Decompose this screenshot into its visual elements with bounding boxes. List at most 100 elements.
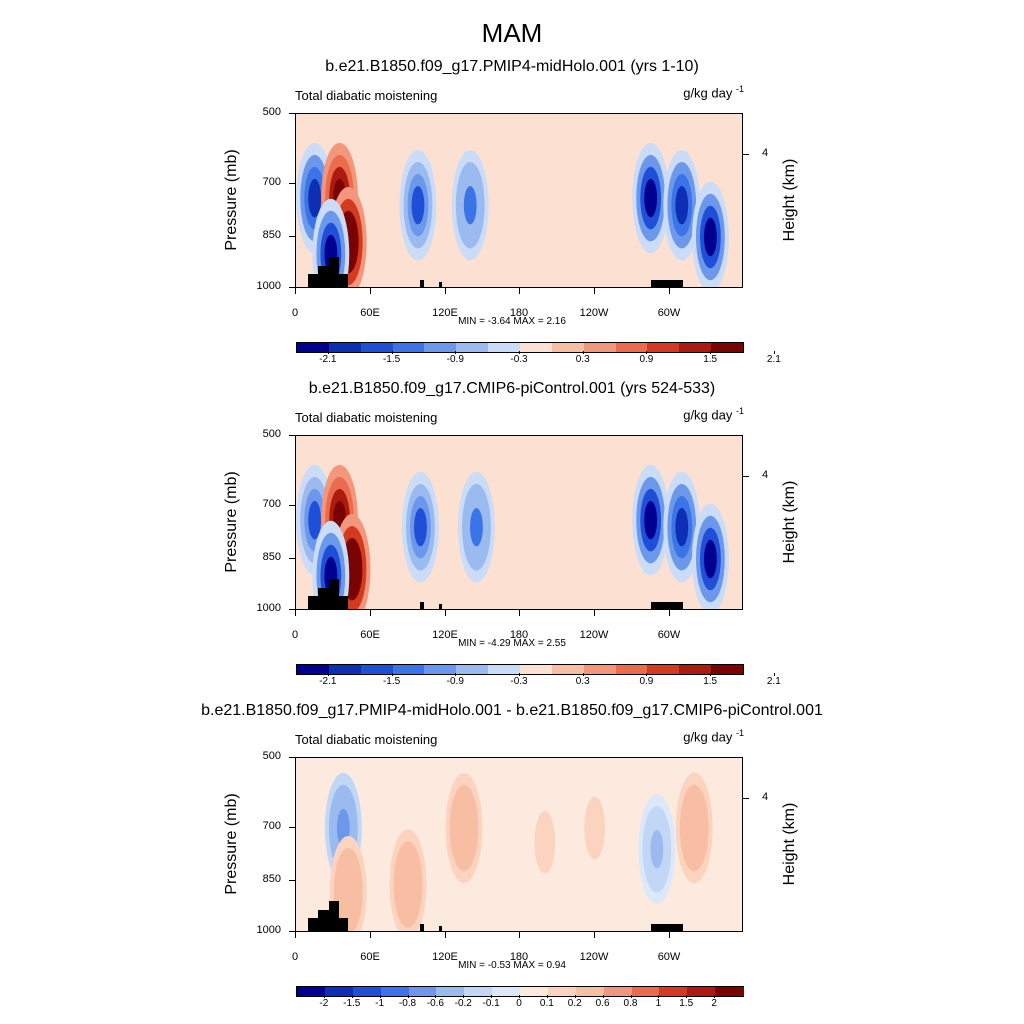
x-tick-mark bbox=[445, 288, 446, 294]
y-tick-label: 850 bbox=[262, 229, 281, 241]
colorbar-tick bbox=[519, 673, 520, 676]
units-exponent: -1 bbox=[735, 728, 744, 738]
topography-mask bbox=[651, 280, 683, 287]
y-tick-mark bbox=[289, 931, 295, 932]
y-tick-mark bbox=[289, 435, 295, 436]
figure-title: MAM bbox=[481, 18, 543, 48]
y-tick-mark bbox=[289, 113, 295, 114]
colorbar-tick bbox=[327, 673, 329, 676]
y-tick-label: 850 bbox=[262, 873, 281, 885]
topography-mask bbox=[651, 924, 683, 931]
colorbar-tick bbox=[407, 995, 409, 998]
field-blob bbox=[704, 539, 717, 579]
field-blob bbox=[463, 186, 477, 225]
colorbar-label: -2.1 bbox=[319, 676, 337, 687]
x-tick-mark bbox=[295, 288, 296, 294]
colorbar-segment bbox=[687, 987, 716, 996]
y-axis-label: Pressure (mb) bbox=[223, 471, 240, 573]
colorbar-tick bbox=[574, 995, 576, 998]
colorbar-tick bbox=[455, 351, 457, 354]
colorbar-segment bbox=[520, 343, 553, 352]
colorbar-label: 2.1 bbox=[766, 676, 781, 687]
colorbar-label: 2.1 bbox=[766, 354, 781, 365]
contour-field bbox=[296, 436, 742, 609]
units-label: g/kg day -1 bbox=[683, 728, 744, 745]
field-blob bbox=[675, 186, 689, 225]
x-tick-mark bbox=[519, 610, 520, 616]
x-tick-label: 60E bbox=[360, 951, 380, 963]
field-blob bbox=[457, 808, 471, 848]
y-axis-label: Pressure (mb) bbox=[223, 149, 240, 251]
colorbar-tick bbox=[351, 995, 353, 998]
colorbar-tick bbox=[391, 673, 393, 676]
variable-label: Total diabatic moistening bbox=[295, 410, 438, 425]
x-tick-label: 180 bbox=[509, 307, 529, 319]
height-tick-mark bbox=[743, 798, 749, 799]
colorbar-tick bbox=[602, 995, 604, 998]
x-tick-label: 60E bbox=[360, 629, 380, 641]
colorbar-segment bbox=[297, 665, 330, 674]
colorbar bbox=[296, 986, 744, 997]
colorbar-tick bbox=[391, 351, 393, 354]
x-tick-label: 60W bbox=[657, 951, 681, 963]
height-axis-label: Height (km) bbox=[781, 158, 798, 242]
x-tick-mark bbox=[295, 932, 296, 938]
field-blob bbox=[650, 830, 664, 869]
contour-plot bbox=[295, 757, 743, 932]
colorbar-segment bbox=[679, 665, 712, 674]
colorbar-segment bbox=[715, 987, 744, 996]
colorbar bbox=[296, 664, 744, 675]
y-tick-label: 700 bbox=[262, 176, 281, 188]
field-blob bbox=[341, 872, 355, 911]
y-tick-mark bbox=[289, 757, 295, 758]
y-tick-label: 500 bbox=[262, 750, 281, 762]
contour-plot bbox=[295, 435, 743, 610]
panel-title: b.e21.B1850.f09_g17.PMIP4-midHolo.001 (y… bbox=[325, 58, 699, 75]
colorbar-segment bbox=[328, 665, 362, 674]
topography-mask bbox=[329, 901, 339, 931]
x-tick-label: 60E bbox=[360, 307, 380, 319]
colorbar-label: 1 bbox=[655, 998, 662, 1009]
colorbar-segment bbox=[647, 343, 680, 352]
colorbar-segment bbox=[408, 987, 437, 996]
panel-title: b.e21.B1850.f09_g17.CMIP6-piControl.001 … bbox=[308, 380, 716, 397]
colorbar-tick bbox=[379, 995, 381, 998]
x-tick-mark bbox=[445, 610, 446, 616]
colorbar-segment bbox=[392, 343, 425, 352]
colorbar-label: -0.1 bbox=[482, 998, 500, 1009]
panel-3: b.e21.B1850.f09_g17.PMIP4-midHolo.001 - … bbox=[0, 702, 1024, 1024]
x-tick-label: 120W bbox=[579, 629, 609, 641]
colorbar-segment bbox=[456, 665, 489, 674]
colorbar-segment bbox=[297, 343, 330, 352]
colorbar-segment bbox=[328, 343, 362, 352]
contour-plot bbox=[295, 113, 743, 288]
colorbar-segment bbox=[583, 665, 617, 674]
y-tick-mark bbox=[289, 827, 295, 828]
colorbar-segment bbox=[464, 987, 493, 996]
field-blob bbox=[704, 217, 717, 257]
units-label: g/kg day -1 bbox=[683, 84, 744, 101]
colorbar-segment bbox=[360, 665, 394, 674]
colorbar-segment bbox=[424, 343, 457, 352]
colorbar-segment bbox=[647, 665, 680, 674]
colorbar-label: -2 bbox=[319, 998, 329, 1009]
colorbar-tick bbox=[714, 995, 716, 998]
topography-mask bbox=[420, 280, 424, 287]
colorbar-label: -0.2 bbox=[454, 998, 472, 1009]
colorbar-segment bbox=[488, 343, 521, 352]
colorbar-label: 1.5 bbox=[679, 998, 694, 1009]
height-tick-label: 4 bbox=[762, 469, 769, 481]
height-axis-label: Height (km) bbox=[781, 802, 798, 886]
colorbar-tick bbox=[519, 351, 520, 354]
x-tick-mark bbox=[370, 932, 371, 938]
field-blob bbox=[308, 178, 322, 218]
field-blob bbox=[401, 865, 415, 904]
x-tick-label: 0 bbox=[291, 629, 299, 641]
units-label: g/kg day -1 bbox=[683, 406, 744, 423]
colorbar-segment bbox=[424, 665, 457, 674]
field-blob bbox=[414, 508, 427, 547]
colorbar-tick bbox=[491, 995, 493, 998]
colorbar-tick bbox=[546, 995, 548, 998]
topography-mask bbox=[439, 282, 442, 287]
y-tick-mark bbox=[289, 236, 295, 237]
